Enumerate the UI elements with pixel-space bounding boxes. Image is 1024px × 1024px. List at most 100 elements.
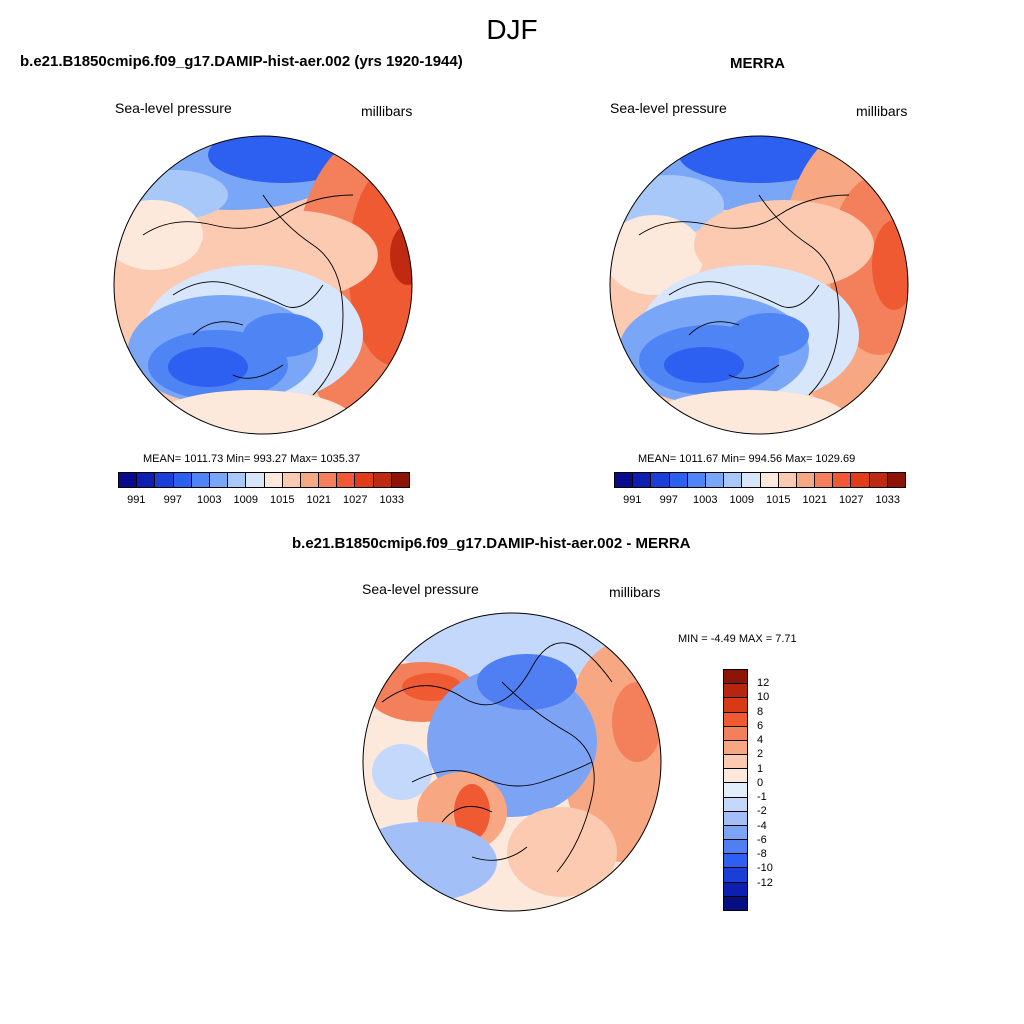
- colorbar-swatch: [742, 473, 761, 487]
- colorbar-swatch: [155, 473, 174, 487]
- colorbar-swatch: [833, 473, 852, 487]
- colorbar-swatch: [724, 783, 747, 798]
- panel-2-polar-map: [609, 135, 909, 435]
- colorbar-swatch: [119, 473, 138, 487]
- colorbar-tick-label: 1027: [839, 494, 864, 506]
- colorbar-tick-label: 1003: [693, 494, 718, 506]
- panel-3-colorbar: [723, 669, 748, 911]
- colorbar-swatch: [373, 473, 392, 487]
- colorbar-tick-label: 1015: [270, 494, 295, 506]
- colorbar-swatch: [687, 473, 706, 487]
- colorbar-swatch: [391, 473, 409, 487]
- colorbar-tick-label: -1: [757, 791, 767, 804]
- colorbar-swatch: [319, 473, 338, 487]
- colorbar-swatch: [724, 840, 747, 855]
- colorbar-tick-label: 1009: [233, 494, 258, 506]
- colorbar-swatch: [633, 473, 652, 487]
- panel-2-title: MERRA: [730, 55, 785, 72]
- colorbar-tick-label: -8: [757, 848, 767, 861]
- colorbar-swatch: [705, 473, 725, 487]
- panel-2-colorbar-ticks: 991 997 1003 1009 1015 1021 1027 1033: [614, 494, 906, 508]
- colorbar-tick-label: 6: [757, 719, 764, 732]
- panel-3-variable-label: Sea-level pressure: [362, 581, 479, 597]
- panel-2-stats: MEAN= 1011.67 Min= 994.56 Max= 1029.69: [638, 453, 856, 465]
- panel-1-title: b.e21.B1850cmip6.f09_g17.DAMIP-hist-aer.…: [20, 53, 463, 70]
- colorbar-swatch: [246, 473, 265, 487]
- colorbar-swatch: [724, 797, 747, 812]
- colorbar-tick-label: 1009: [729, 494, 754, 506]
- colorbar-swatch: [851, 473, 870, 487]
- panel-2-colorbar: [614, 472, 906, 488]
- colorbar-tick-label: 1033: [379, 494, 404, 506]
- colorbar-tick-label: 12: [757, 677, 770, 690]
- colorbar-swatch: [724, 698, 747, 713]
- colorbar-tick-label: -6: [757, 833, 767, 846]
- colorbar-swatch: [887, 473, 905, 487]
- colorbar-swatch: [724, 740, 747, 756]
- panel-3-polar-map: [362, 612, 662, 912]
- colorbar-swatch: [191, 473, 210, 487]
- colorbar-tick-label: 0: [757, 776, 764, 789]
- panel-3-units-label: millibars: [609, 584, 661, 600]
- panel-1-colorbar-ticks: 991 997 1003 1009 1015 1021 1027 1033: [118, 494, 410, 508]
- colorbar-swatch: [869, 473, 888, 487]
- colorbar-tick-label: 1: [757, 762, 764, 775]
- colorbar-tick-label: -10: [757, 862, 773, 875]
- colorbar-swatch: [724, 854, 747, 869]
- colorbar-swatch: [264, 473, 283, 487]
- colorbar-swatch: [778, 473, 797, 487]
- colorbar-tick-label: 4: [757, 734, 764, 747]
- colorbar-swatch: [651, 473, 670, 487]
- figure-title: DJF: [486, 14, 538, 45]
- colorbar-tick-label: 1021: [802, 494, 827, 506]
- colorbar-swatch: [228, 473, 247, 487]
- panel-2-units-label: millibars: [856, 103, 908, 119]
- colorbar-swatch: [209, 473, 229, 487]
- colorbar-swatch: [724, 811, 747, 826]
- colorbar-swatch: [173, 473, 192, 487]
- panel-1-polar-map: [113, 135, 413, 435]
- colorbar-swatch: [796, 473, 816, 487]
- colorbar-tick-label: 997: [163, 494, 182, 506]
- colorbar-tick-label: 10: [757, 691, 770, 704]
- colorbar-tick-label: 991: [127, 494, 146, 506]
- colorbar-swatch: [760, 473, 779, 487]
- panel-3-stats: MIN = -4.49 MAX = 7.71: [678, 633, 797, 645]
- colorbar-tick-label: -12: [757, 876, 773, 889]
- colorbar-swatch: [724, 882, 747, 897]
- colorbar-tick-label: 2: [757, 748, 764, 761]
- colorbar-swatch: [724, 825, 747, 841]
- panel-1-stats: MEAN= 1011.73 Min= 993.27 Max= 1035.37: [143, 453, 361, 465]
- colorbar-swatch: [724, 896, 747, 910]
- colorbar-tick-label: 1027: [343, 494, 368, 506]
- colorbar-swatch: [724, 769, 747, 784]
- colorbar-tick-label: 1021: [306, 494, 331, 506]
- colorbar-tick-label: 1003: [197, 494, 222, 506]
- colorbar-tick-label: 1033: [875, 494, 900, 506]
- colorbar-tick-label: -4: [757, 819, 767, 832]
- colorbar-swatch: [615, 473, 634, 487]
- colorbar-swatch: [724, 712, 747, 727]
- colorbar-tick-label: 1015: [766, 494, 791, 506]
- panel-3-colorbar-ticks: 12 10 8 6 4 2 1 0 -1 -2 -4 -6 -8 -10 -12: [757, 669, 787, 911]
- colorbar-swatch: [724, 670, 747, 685]
- panel-1-variable-label: Sea-level pressure: [115, 100, 232, 116]
- colorbar-swatch: [669, 473, 688, 487]
- colorbar-tick-label: 991: [623, 494, 642, 506]
- colorbar-swatch: [355, 473, 374, 487]
- colorbar-tick-label: 997: [659, 494, 678, 506]
- colorbar-swatch: [815, 473, 834, 487]
- colorbar-swatch: [137, 473, 156, 487]
- panel-1-units-label: millibars: [361, 103, 413, 119]
- colorbar-swatch: [724, 755, 747, 770]
- colorbar-swatch: [724, 726, 747, 741]
- colorbar-swatch: [300, 473, 320, 487]
- colorbar-swatch: [337, 473, 356, 487]
- panel-1-colorbar: [118, 472, 410, 488]
- colorbar-swatch: [724, 473, 743, 487]
- colorbar-swatch: [282, 473, 301, 487]
- colorbar-swatch: [724, 868, 747, 883]
- panel-2-variable-label: Sea-level pressure: [610, 100, 727, 116]
- colorbar-tick-label: -2: [757, 805, 767, 818]
- colorbar-tick-label: 8: [757, 705, 764, 718]
